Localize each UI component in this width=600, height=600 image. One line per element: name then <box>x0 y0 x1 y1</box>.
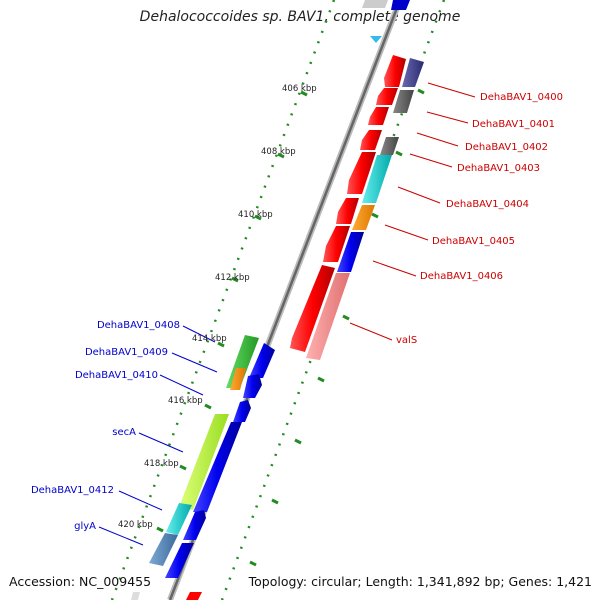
gene-navy-0400[interactable] <box>402 58 424 87</box>
gene-DehaBAV1_0405[interactable] <box>352 205 375 230</box>
tick-marks <box>156 90 308 533</box>
gene-DehaBAV1_0410[interactable] <box>243 374 262 398</box>
gene-label-DehaBAV1_0400[interactable]: DehaBAV1_0400 <box>480 92 563 103</box>
gene-label-DehaBAV1_0402[interactable]: DehaBAV1_0402 <box>465 142 548 153</box>
gene-label-DehaBAV1_0405[interactable]: DehaBAV1_0405 <box>432 236 515 247</box>
gene-label-DehaBAV1_0406[interactable]: DehaBAV1_0406 <box>420 271 503 282</box>
gene-label-DehaBAV1_0410[interactable]: DehaBAV1_0410 <box>75 370 158 381</box>
tick-label: 416 kbp <box>168 396 203 406</box>
gene-blue-0412[interactable] <box>183 510 206 540</box>
gene-DehaBAV1_0401[interactable] <box>376 88 398 105</box>
gene-gray-0401[interactable] <box>393 90 414 113</box>
gene-DehaBAV1_0402[interactable] <box>368 107 389 125</box>
gene-label-DehaBAV1_0403[interactable]: DehaBAV1_0403 <box>457 163 540 174</box>
tick-label: 412 kbp <box>215 273 250 283</box>
gene-feature <box>370 36 382 43</box>
gene-feature <box>362 0 388 8</box>
gene-label-DehaBAV1_0404[interactable]: DehaBAV1_0404 <box>446 199 529 210</box>
accession-text: Accession: NC_009455 <box>9 574 152 589</box>
gene-label-valS[interactable]: valS <box>396 335 417 346</box>
tick-labels: 406 kbp 408 kbp 410 kbp 412 kbp 414 kbp … <box>118 84 317 530</box>
gene-red-0404[interactable] <box>347 152 376 194</box>
tick-marks-right <box>249 88 425 567</box>
left-callouts <box>98 325 218 546</box>
gene-label-DehaBAV1_0408[interactable]: DehaBAV1_0408 <box>97 320 180 331</box>
gene-red-0406[interactable] <box>323 226 350 262</box>
tick-label: 410 kbp <box>238 210 273 220</box>
gene-blue-0410b[interactable] <box>233 400 251 422</box>
tick-label: 418 kbp <box>144 459 179 469</box>
gene-DehaBAV1_0403[interactable] <box>360 130 382 150</box>
tick-label: 420 kbp <box>118 520 153 530</box>
gene-feature <box>391 0 410 10</box>
gene-label-glyA[interactable]: glyA <box>74 521 96 532</box>
gene-DehaBAV1_0400[interactable] <box>384 55 406 87</box>
tick-track-left <box>110 0 336 600</box>
gene-blue-0408[interactable] <box>249 343 275 378</box>
tick-label: 408 kbp <box>261 147 296 157</box>
gene-blue-glyA[interactable] <box>165 543 194 578</box>
gene-red-valS[interactable] <box>290 265 335 352</box>
gene-DehaBAV1_0409[interactable] <box>230 368 246 390</box>
gene-label-DehaBAV1_0412[interactable]: DehaBAV1_0412 <box>31 485 114 496</box>
gene-label-DehaBAV1_0409[interactable]: DehaBAV1_0409 <box>85 347 168 358</box>
tick-label: 406 kbp <box>282 84 317 94</box>
gene-DehaBAV1_0406[interactable] <box>337 232 364 272</box>
map-title: Dehalococcoides sp. BAV1, complete genom… <box>139 9 461 25</box>
gene-DehaBAV1_0412[interactable] <box>166 503 192 535</box>
gene-red-0405[interactable] <box>336 198 359 224</box>
gene-valS[interactable] <box>306 273 350 360</box>
gene-gray-0403[interactable] <box>380 137 399 155</box>
gene-secA[interactable] <box>179 414 229 510</box>
gene-DehaBAV1_0404[interactable] <box>362 155 392 203</box>
gene-glyA[interactable] <box>149 533 178 566</box>
right-callouts <box>349 82 476 341</box>
gene-label-secA[interactable]: secA <box>112 427 136 438</box>
tick-label: 414 kbp <box>192 334 227 344</box>
gene-blue-secA[interactable] <box>193 422 242 512</box>
gene-label-DehaBAV1_0401[interactable]: DehaBAV1_0401 <box>472 119 555 130</box>
topology-text: Topology: circular; Length: 1,341,892 bp… <box>248 574 592 589</box>
gene-feature <box>131 592 140 600</box>
gene-feature <box>186 592 202 600</box>
